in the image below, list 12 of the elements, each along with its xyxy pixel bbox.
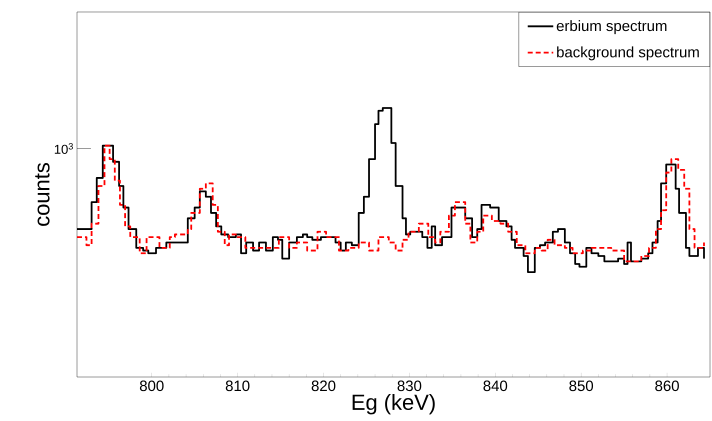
x-axis-title: Eg (keV): [352, 394, 435, 414]
x-tick-label: 800: [140, 380, 164, 392]
x-tick-label: 860: [655, 380, 679, 392]
legend-label: erbium spectrum: [556, 20, 666, 34]
y-axis-title: counts: [35, 163, 50, 226]
x-tick-label: 810: [226, 380, 250, 392]
x-tick-label: 820: [312, 380, 336, 392]
legend-label: background spectrum: [557, 46, 699, 60]
text: 10$^{3}$: [54, 143, 73, 154]
x-tick-label: 840: [483, 380, 508, 392]
x-tick-label: 830: [398, 380, 422, 392]
x-tick-label: 850: [569, 380, 594, 392]
